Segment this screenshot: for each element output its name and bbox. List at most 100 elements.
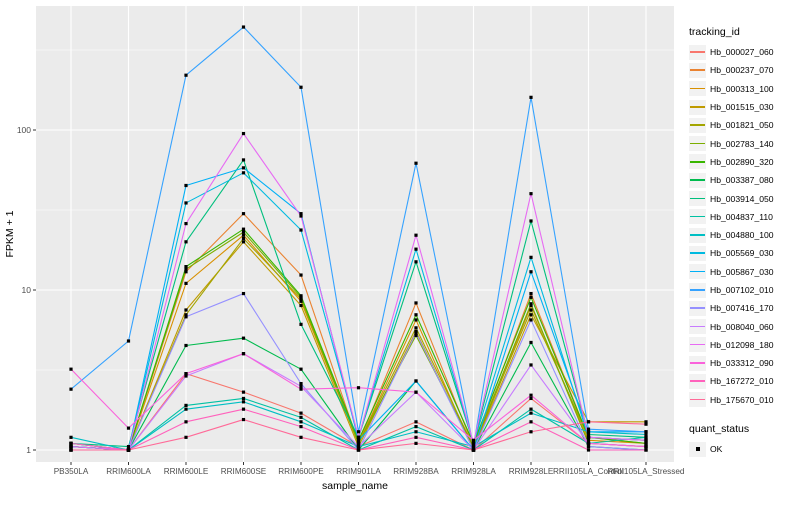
legend-key-line	[690, 87, 705, 90]
legend-item-label: Hb_000237_070	[710, 65, 774, 76]
legend-key-swatch	[689, 62, 706, 78]
series-points-Hb_175670_010	[69, 417, 648, 452]
legend-item-label: Hb_175670_010	[710, 394, 774, 405]
legend-item-Hb_033312_090: Hb_033312_090	[689, 354, 797, 372]
legend-key-line	[690, 124, 705, 126]
legend-item-label: Hb_167272_010	[710, 376, 774, 387]
legend-item-label: Hb_012098_180	[710, 339, 774, 350]
x-tick-label: PB350LA	[54, 467, 89, 476]
legend-item-Hb_005867_030: Hb_005867_030	[689, 263, 797, 281]
legend-key-swatch	[689, 319, 706, 335]
legend-item-label: Hb_005569_030	[710, 248, 774, 259]
legend-title-tracking-id: tracking_id	[689, 26, 740, 38]
x-axis-title: sample_name	[322, 480, 388, 492]
legend-item-label: Hb_002783_140	[710, 138, 774, 149]
legend-item-Hb_002783_140: Hb_002783_140	[689, 134, 797, 152]
legend-key-swatch	[689, 117, 706, 133]
legend-item-Hb_167272_010: Hb_167272_010	[689, 372, 797, 390]
legend-key-line	[690, 343, 705, 346]
legend-item-label: Hb_000313_100	[710, 83, 774, 94]
x-tick-label: RRIM928LE	[509, 467, 554, 476]
legend-item-quant-OK: OK	[689, 440, 797, 458]
legend-key-line	[690, 289, 705, 291]
series-points-Hb_033312_090	[69, 352, 648, 449]
legend-item-Hb_002890_320: Hb_002890_320	[689, 153, 797, 171]
legend-item-label: Hb_003387_080	[710, 175, 774, 186]
legend-item-label: Hb_004837_110	[710, 211, 773, 222]
legend-item-label: Hb_005867_030	[710, 266, 774, 277]
legend-item-Hb_007416_170: Hb_007416_170	[689, 299, 797, 317]
legend-item-Hb_000027_060: Hb_000027_060	[689, 43, 797, 61]
legend-item-label: Hb_004880_100	[710, 230, 774, 241]
line-chart: 1 10 100 PB350LA RRIM600LA RRIM600LE RRIM600SE…	[4, 6, 685, 492]
y-tick-label: 1	[26, 445, 31, 455]
legend-title-quant-status: quant_status	[689, 422, 750, 435]
legend-key-swatch	[689, 172, 706, 188]
legend-key-line	[690, 252, 705, 254]
legend-key-swatch	[689, 282, 706, 298]
legend-key-swatch	[689, 355, 706, 371]
legend-key-line	[690, 398, 705, 401]
legend-item-Hb_003387_080: Hb_003387_080	[689, 171, 797, 189]
legend-key-line	[690, 69, 705, 72]
y-axis-title: FPKM + 1	[4, 210, 16, 257]
legend-item-label: OK	[710, 444, 723, 455]
x-tick-label: RRII105LA_Control	[553, 467, 624, 476]
legend-key-line	[690, 142, 705, 145]
x-tick-label: RRIM901LA	[336, 467, 381, 476]
legend: tracking_id Hb_000027_060 Hb_000237_070 Hb…	[689, 26, 797, 458]
legend-item-Hb_175670_010: Hb_175670_010	[689, 391, 797, 409]
legend-key-line	[690, 380, 705, 383]
legend-item-label: Hb_001821_050	[710, 120, 774, 131]
legend-key-swatch	[689, 99, 706, 115]
legend-key-line	[690, 325, 705, 328]
legend-item-Hb_008040_060: Hb_008040_060	[689, 317, 797, 335]
legend-item-Hb_005569_030: Hb_005569_030	[689, 244, 797, 262]
x-tick-label: RRIM600LA	[106, 467, 151, 476]
legend-item-Hb_001821_050: Hb_001821_050	[689, 116, 797, 134]
tracking-id-legend-items: Hb_000027_060 Hb_000237_070 Hb_000313_100 H…	[689, 43, 797, 409]
legend-item-Hb_001515_030: Hb_001515_030	[689, 98, 797, 116]
legend-key-line	[690, 106, 705, 108]
legend-item-Hb_004837_110: Hb_004837_110	[689, 208, 797, 226]
legend-key-swatch	[689, 136, 706, 152]
legend-item-label: Hb_001515_030	[710, 102, 774, 113]
legend-key-swatch	[689, 81, 706, 97]
legend-key-swatch	[689, 441, 706, 457]
legend-item-label: Hb_000027_060	[710, 47, 774, 58]
legend-item-label: Hb_007416_170	[710, 303, 774, 314]
legend-item-label: Hb_003914_050	[710, 193, 774, 204]
legend-key-swatch	[689, 264, 706, 280]
legend-key-line	[690, 179, 705, 181]
legend-key-swatch	[689, 245, 706, 261]
y-tick-label: 100	[17, 125, 31, 135]
legend-key-swatch	[689, 154, 706, 170]
x-tick-label: RRIM600SE	[221, 467, 267, 476]
x-tick-label: RRIM600LE	[164, 467, 209, 476]
x-tick-label: RRII105LA_Stressed	[608, 467, 685, 476]
x-tick-label: RRIM600PE	[278, 467, 324, 476]
legend-key-swatch	[689, 191, 706, 207]
legend-key-line	[690, 234, 705, 236]
legend-key-line	[690, 160, 705, 163]
legend-key-line	[690, 215, 705, 218]
legend-key-line	[690, 270, 705, 273]
x-tick-label: RRIM928LA	[451, 467, 496, 476]
legend-item-label: Hb_007102_010	[710, 285, 774, 295]
legend-key-swatch	[689, 227, 706, 243]
legend-key-swatch	[689, 373, 706, 389]
legend-item-label: Hb_033312_090	[710, 358, 774, 369]
legend-key-swatch	[689, 209, 706, 225]
legend-item-Hb_003914_050: Hb_003914_050	[689, 189, 797, 207]
legend-item-label: Hb_008040_060	[710, 321, 774, 332]
legend-key-line	[690, 51, 705, 53]
legend-item-Hb_000313_100: Hb_000313_100	[689, 80, 797, 98]
legend-item-Hb_004880_100: Hb_004880_100	[689, 226, 797, 244]
legend-key-point	[695, 447, 700, 452]
legend-key-line	[690, 307, 705, 309]
legend-key-swatch	[689, 392, 706, 408]
x-tick-label: RRIM928BA	[393, 467, 439, 476]
legend-item-Hb_007102_010: Hb_007102_010	[689, 281, 797, 299]
legend-key-line	[690, 362, 705, 364]
